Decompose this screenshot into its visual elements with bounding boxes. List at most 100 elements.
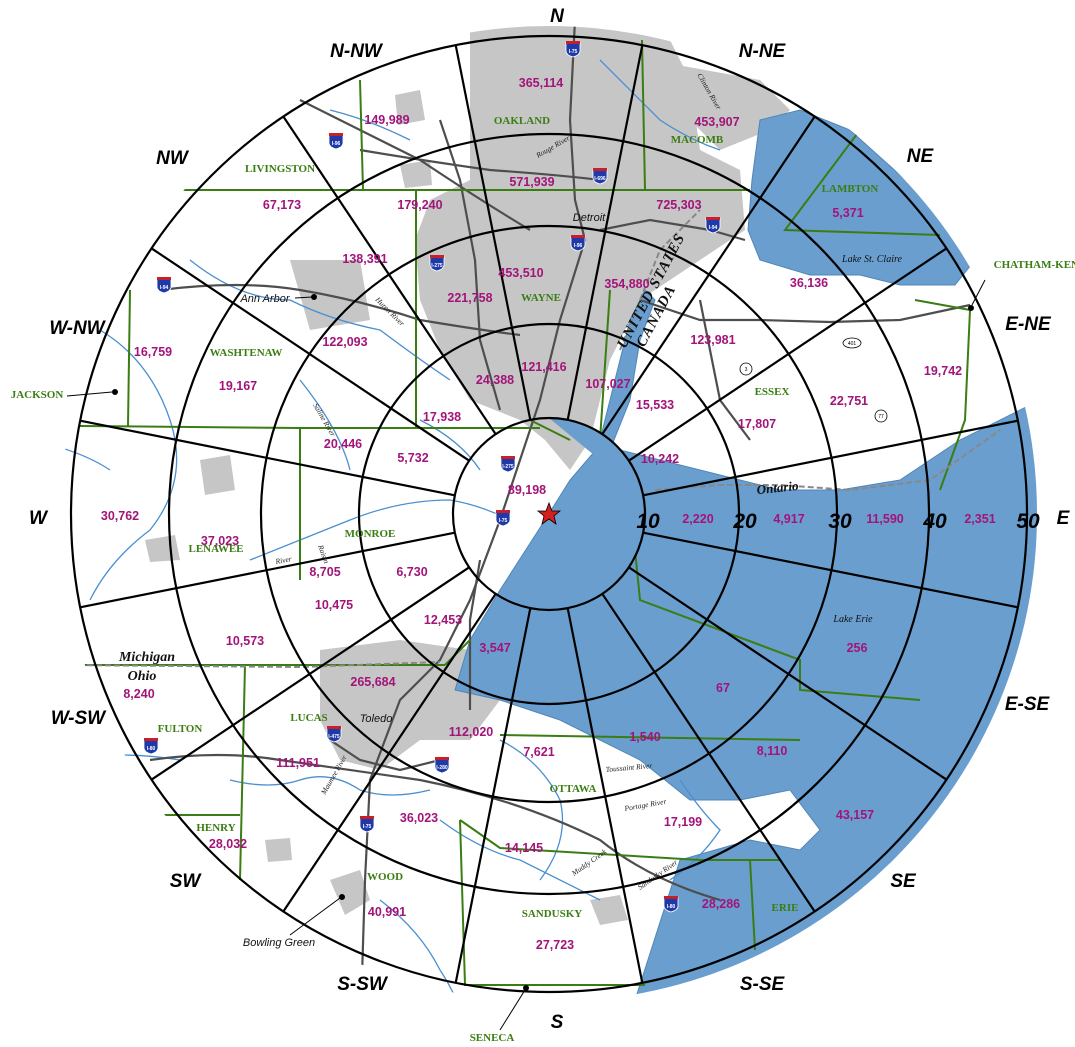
highway-label: I-80 [667, 904, 676, 910]
highway-label: I-94 [160, 285, 169, 291]
direction-label-sw: SW [170, 871, 203, 892]
population-label: 7,621 [523, 745, 554, 759]
population-label: 20,446 [324, 437, 362, 451]
county-label: LIVINGSTON [245, 163, 315, 175]
sector-line [642, 419, 1019, 497]
center-water [549, 418, 645, 610]
direction-label-s-se: S-SE [740, 974, 786, 995]
county-label: WASHTENAW [210, 347, 283, 359]
population-label: 5,371 [832, 206, 863, 220]
population-label: 3,547 [479, 641, 510, 655]
population-label: 725,303 [656, 198, 701, 212]
population-label: 36,136 [790, 276, 828, 290]
county-label: ESSEX [755, 386, 790, 398]
city-label: Bowling Green [243, 937, 315, 949]
county-label: FULTON [158, 723, 203, 735]
sector-line [601, 115, 816, 435]
route-markers: 401 3 77 [739, 337, 888, 423]
direction-label-e: E [1057, 508, 1071, 529]
state-label: Ohio [128, 669, 157, 684]
population-label: 11,590 [866, 512, 904, 526]
county-label: JACKSON [11, 389, 64, 401]
direction-label-w-sw: W-SW [51, 708, 107, 729]
population-label: 6,730 [396, 565, 427, 579]
route-label: 77 [878, 414, 884, 420]
direction-label-s: S [551, 1012, 564, 1033]
direction-label-n: N [550, 6, 565, 27]
direction-label-s-sw: S-SW [337, 974, 389, 995]
population-label: 221,758 [447, 291, 492, 305]
county-label: WOOD [367, 871, 403, 883]
county-label: WAYNE [521, 292, 561, 304]
population-label: 365,114 [519, 76, 564, 90]
sector-line [601, 593, 816, 913]
population-label: 1,540 [629, 730, 660, 744]
highway-label: I-96 [574, 243, 583, 249]
population-label: 111,951 [276, 756, 320, 770]
route-label: 3 [745, 367, 748, 373]
direction-label-n-ne: N-NE [739, 41, 787, 62]
planning-rings [69, 34, 1029, 994]
ring-label-10: 10 [636, 510, 660, 533]
county-labels: OAKLAND MACOMB LIVINGSTON WAYNE WASHTENA… [11, 115, 1075, 1044]
population-label: 67,173 [263, 198, 301, 212]
population-label: 121,416 [521, 360, 566, 374]
population-label: 40,991 [368, 905, 406, 919]
population-label: 67 [716, 681, 730, 695]
county-label: LUCAS [290, 712, 327, 724]
county-boundaries [79, 39, 972, 986]
highway-label: I-275 [431, 263, 443, 269]
ring-label-50: 50 [1016, 510, 1040, 533]
ring-label-30: 30 [828, 510, 852, 533]
county-label: SENECA [470, 1032, 515, 1044]
population-label: 89,198 [508, 483, 546, 497]
highway-label: I-96 [332, 141, 341, 147]
river-label: Toussaint River [605, 761, 652, 774]
direction-label-se: SE [890, 871, 917, 892]
highway-label: I-75 [569, 49, 578, 55]
population-label: 8,705 [309, 565, 340, 579]
sector-line [150, 566, 470, 781]
county-label: ERIE [772, 902, 799, 914]
population-label: 14,145 [505, 841, 543, 855]
population-label: 256 [847, 641, 868, 655]
population-label: 138,391 [342, 252, 387, 266]
direction-label-w-nw: W-NW [49, 318, 106, 339]
population-label: 265,684 [350, 675, 395, 689]
population-label: 37,023 [201, 534, 239, 548]
highway-label: I-75 [499, 518, 508, 524]
county-label: SANDUSKY [522, 908, 583, 920]
population-label: 354,880 [604, 277, 649, 291]
population-label: 179,240 [397, 198, 442, 212]
direction-label-w: W [29, 508, 49, 529]
ring-label-40: 40 [922, 510, 947, 533]
sector-line [628, 566, 948, 781]
sector-line [79, 419, 456, 497]
sector-line [150, 247, 470, 462]
highway-label: I-696 [594, 176, 606, 182]
water-labels: Lake St. Claire Lake Erie [832, 254, 902, 625]
population-label: 17,199 [664, 815, 702, 829]
detroit-river [599, 289, 656, 451]
population-label: 5,732 [397, 451, 428, 465]
sector-line [566, 607, 644, 984]
water-label: Lake St. Claire [841, 254, 902, 265]
population-label: 19,742 [924, 364, 962, 378]
direction-label-e-ne: E-NE [1005, 314, 1052, 335]
population-label: 2,220 [682, 512, 713, 526]
sector-line [566, 44, 644, 421]
highway-label: I-280 [436, 765, 448, 771]
population-label: 149,989 [364, 113, 409, 127]
population-label: 8,110 [757, 744, 788, 758]
county-label: LAMBTON [822, 183, 879, 195]
direction-labels: N N-NE NE E-NE E E-SE SE S-SE S S-SW SW … [29, 6, 1071, 1033]
state-label: Michigan [118, 650, 175, 665]
sector-line [79, 531, 456, 609]
sector-line [454, 607, 532, 984]
lake-st-clair [747, 109, 976, 286]
star-icon [536, 501, 562, 525]
population-label: 27,723 [536, 938, 574, 952]
city-label: Detroit [573, 212, 606, 224]
population-label: 12,453 [424, 613, 462, 627]
county-label: OAKLAND [494, 115, 550, 127]
